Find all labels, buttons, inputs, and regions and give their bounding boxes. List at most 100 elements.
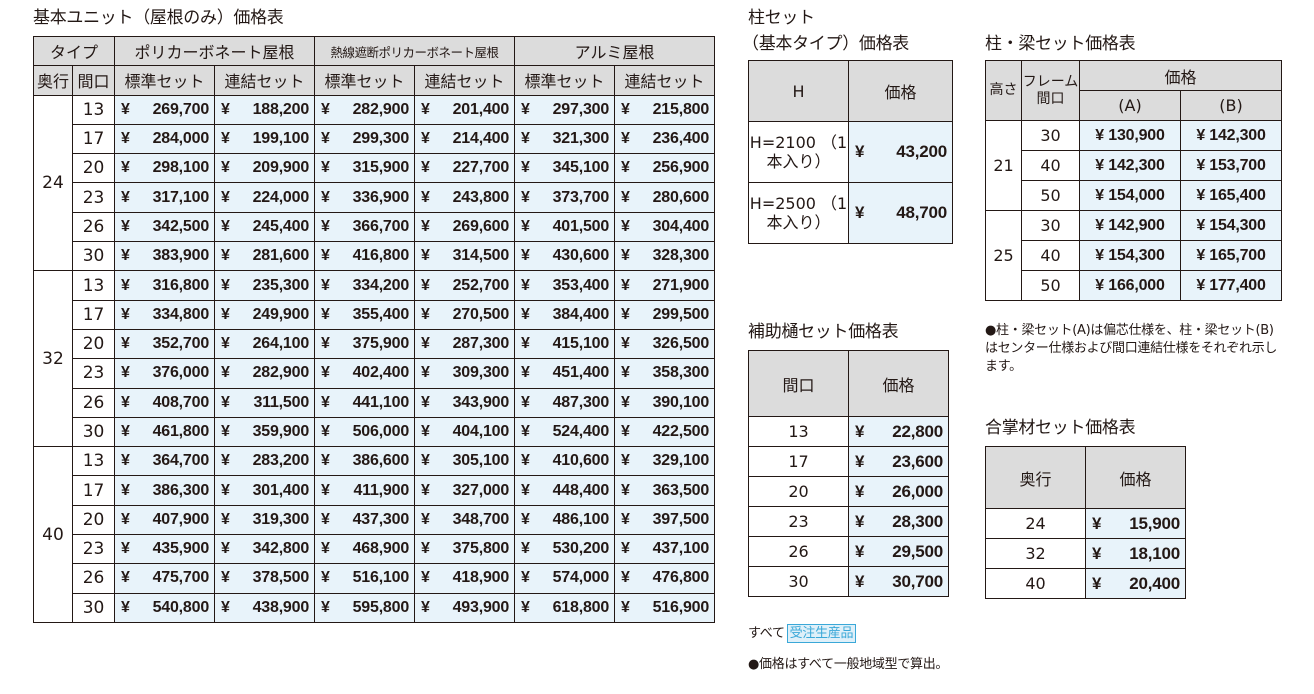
- price-cell: ¥334,800: [114, 299, 216, 330]
- price-cell: ¥410,600: [514, 446, 616, 477]
- yen-symbol: ¥: [121, 364, 130, 382]
- price-value: 252,700: [452, 276, 510, 294]
- price-value: 249,900: [252, 305, 310, 323]
- table-row: 23 ¥317,100 ¥224,000 ¥336,900 ¥243,800 ¥373,7…: [34, 182, 716, 213]
- price-cell: ¥20,400: [1085, 568, 1186, 599]
- yen-symbol: ¥: [521, 423, 530, 440]
- yen-symbol: ¥: [121, 217, 130, 235]
- gutter-width-cell: 26: [748, 536, 849, 567]
- yen-symbol: ¥: [521, 569, 530, 587]
- price-cell: ¥487,300: [514, 387, 616, 418]
- price-value: 315,900: [352, 159, 410, 177]
- beam-b-price: ¥ 153,700: [1179, 150, 1283, 181]
- table-row: 17 ¥334,800 ¥249,900 ¥355,400 ¥270,500 ¥384,4…: [34, 299, 716, 330]
- yen-symbol: ¥: [855, 203, 865, 222]
- price-value: 224,000: [252, 188, 310, 206]
- price-cell: ¥438,900: [214, 592, 316, 623]
- price-value: 30,700: [892, 571, 943, 591]
- beam-frame-cell: 40: [1021, 150, 1080, 181]
- yen-symbol: ¥: [421, 335, 430, 353]
- price-value: 305,100: [452, 452, 510, 470]
- price-value: 430,600: [552, 247, 610, 265]
- price-value: 256,900: [652, 159, 710, 177]
- price-value: 188,200: [252, 100, 310, 118]
- price-cell: ¥283,200: [214, 446, 316, 477]
- price-cell: ¥540,800: [114, 592, 216, 623]
- price-cell: ¥376,000: [114, 358, 216, 389]
- price-cell: ¥493,900: [414, 592, 516, 623]
- price-cell: ¥299,500: [614, 299, 716, 330]
- table-row: 24 13 ¥269,700 ¥188,200 ¥282,900 ¥201,400 ¥297…: [33, 94, 716, 272]
- yen-symbol: ¥: [321, 130, 330, 148]
- price-value: 397,500: [652, 510, 710, 528]
- yen-symbol: ¥: [121, 159, 130, 177]
- price-value: 264,100: [252, 335, 310, 353]
- price-cell: ¥437,300: [314, 504, 416, 536]
- price-value: 407,900: [152, 510, 210, 528]
- price-value: 359,900: [252, 423, 310, 440]
- price-cell: ¥311,500: [214, 387, 316, 418]
- price-cell: ¥329,100: [614, 446, 716, 477]
- table-row: 30 ¥461,800 ¥359,900 ¥506,000 ¥404,100 ¥524,4…: [34, 416, 716, 448]
- price-value: 15,900: [1129, 513, 1180, 533]
- linked-set-header: 連結セット: [614, 65, 716, 96]
- price-cell: ¥30,700: [848, 566, 949, 597]
- yen-symbol: ¥: [121, 247, 130, 265]
- beam-a-price: ¥ 154,000: [1079, 180, 1181, 211]
- price-value: 348,700: [452, 510, 510, 528]
- yen-symbol: ¥: [521, 481, 530, 499]
- price-value: 366,700: [352, 217, 410, 235]
- price-cell: ¥516,100: [314, 563, 416, 594]
- price-value: 309,300: [452, 364, 510, 382]
- beam-frame-cell: 30: [1021, 210, 1080, 241]
- yen-symbol: ¥: [321, 276, 330, 294]
- price-cell: ¥342,500: [114, 211, 216, 243]
- price-value: 353,400: [552, 276, 610, 294]
- table-row: 50 ¥ 154,000 ¥ 165,400: [986, 180, 1283, 211]
- yen-symbol: ¥: [421, 510, 430, 528]
- price-cell: ¥314,500: [414, 241, 516, 272]
- yen-symbol: ¥: [521, 100, 530, 118]
- yen-symbol: ¥: [221, 540, 230, 558]
- table-row: 50 ¥ 166,000 ¥ 177,400: [986, 270, 1283, 301]
- beam-a-price: ¥ 154,300: [1079, 240, 1181, 271]
- price-value: 448,400: [552, 481, 610, 499]
- depth-header: 奥行: [33, 65, 73, 96]
- price-cell: ¥353,400: [514, 270, 616, 301]
- price-cell: ¥430,600: [514, 241, 616, 272]
- price-value: 390,100: [652, 393, 710, 411]
- main-price-table: タイプ ポリカーボネート屋根 熱線遮断ポリカーボネート屋根 アルミ屋根 奥行 間…: [32, 35, 716, 623]
- price-cell: ¥319,300: [214, 504, 316, 536]
- price-value: 269,600: [452, 217, 510, 235]
- table-row: 17 ¥23,600: [748, 446, 949, 477]
- price-value: 299,500: [652, 305, 710, 323]
- price-cell: ¥359,900: [214, 416, 316, 448]
- gutter-width-cell: 20: [748, 476, 849, 507]
- beam-height-cell: 25: [985, 210, 1022, 301]
- beam-frame-header: フレーム 間口: [1021, 60, 1080, 121]
- post-row-price: ¥43,200: [848, 121, 953, 183]
- price-cell: ¥316,800: [114, 270, 216, 301]
- gutter-width-cell: 30: [748, 566, 849, 597]
- price-value: 411,900: [353, 481, 410, 499]
- width-cell: 23: [71, 534, 116, 565]
- yen-symbol: ¥: [621, 159, 630, 177]
- beam-price-header: 価格: [1078, 60, 1283, 91]
- yen-symbol: ¥: [321, 335, 330, 353]
- price-cell: ¥309,300: [414, 358, 516, 389]
- yen-symbol: ¥: [521, 540, 530, 558]
- made-to-order-badge: 受注生産品: [786, 624, 857, 643]
- yen-symbol: ¥: [221, 217, 230, 235]
- price-value: 383,900: [152, 247, 210, 265]
- price-value: 386,600: [352, 452, 410, 470]
- yen-symbol: ¥: [121, 569, 130, 587]
- price-value: 435,900: [152, 540, 210, 558]
- price-cell: ¥524,400: [514, 416, 616, 448]
- yen-symbol: ¥: [121, 423, 130, 440]
- yen-symbol: ¥: [221, 130, 230, 148]
- price-value: 227,700: [452, 159, 510, 177]
- table-row: 23 ¥435,900 ¥342,800 ¥468,900 ¥375,800 ¥530,2…: [34, 534, 716, 565]
- yen-symbol: ¥: [221, 364, 230, 382]
- width-cell: 26: [71, 563, 116, 594]
- price-cell: ¥22,800: [848, 416, 949, 447]
